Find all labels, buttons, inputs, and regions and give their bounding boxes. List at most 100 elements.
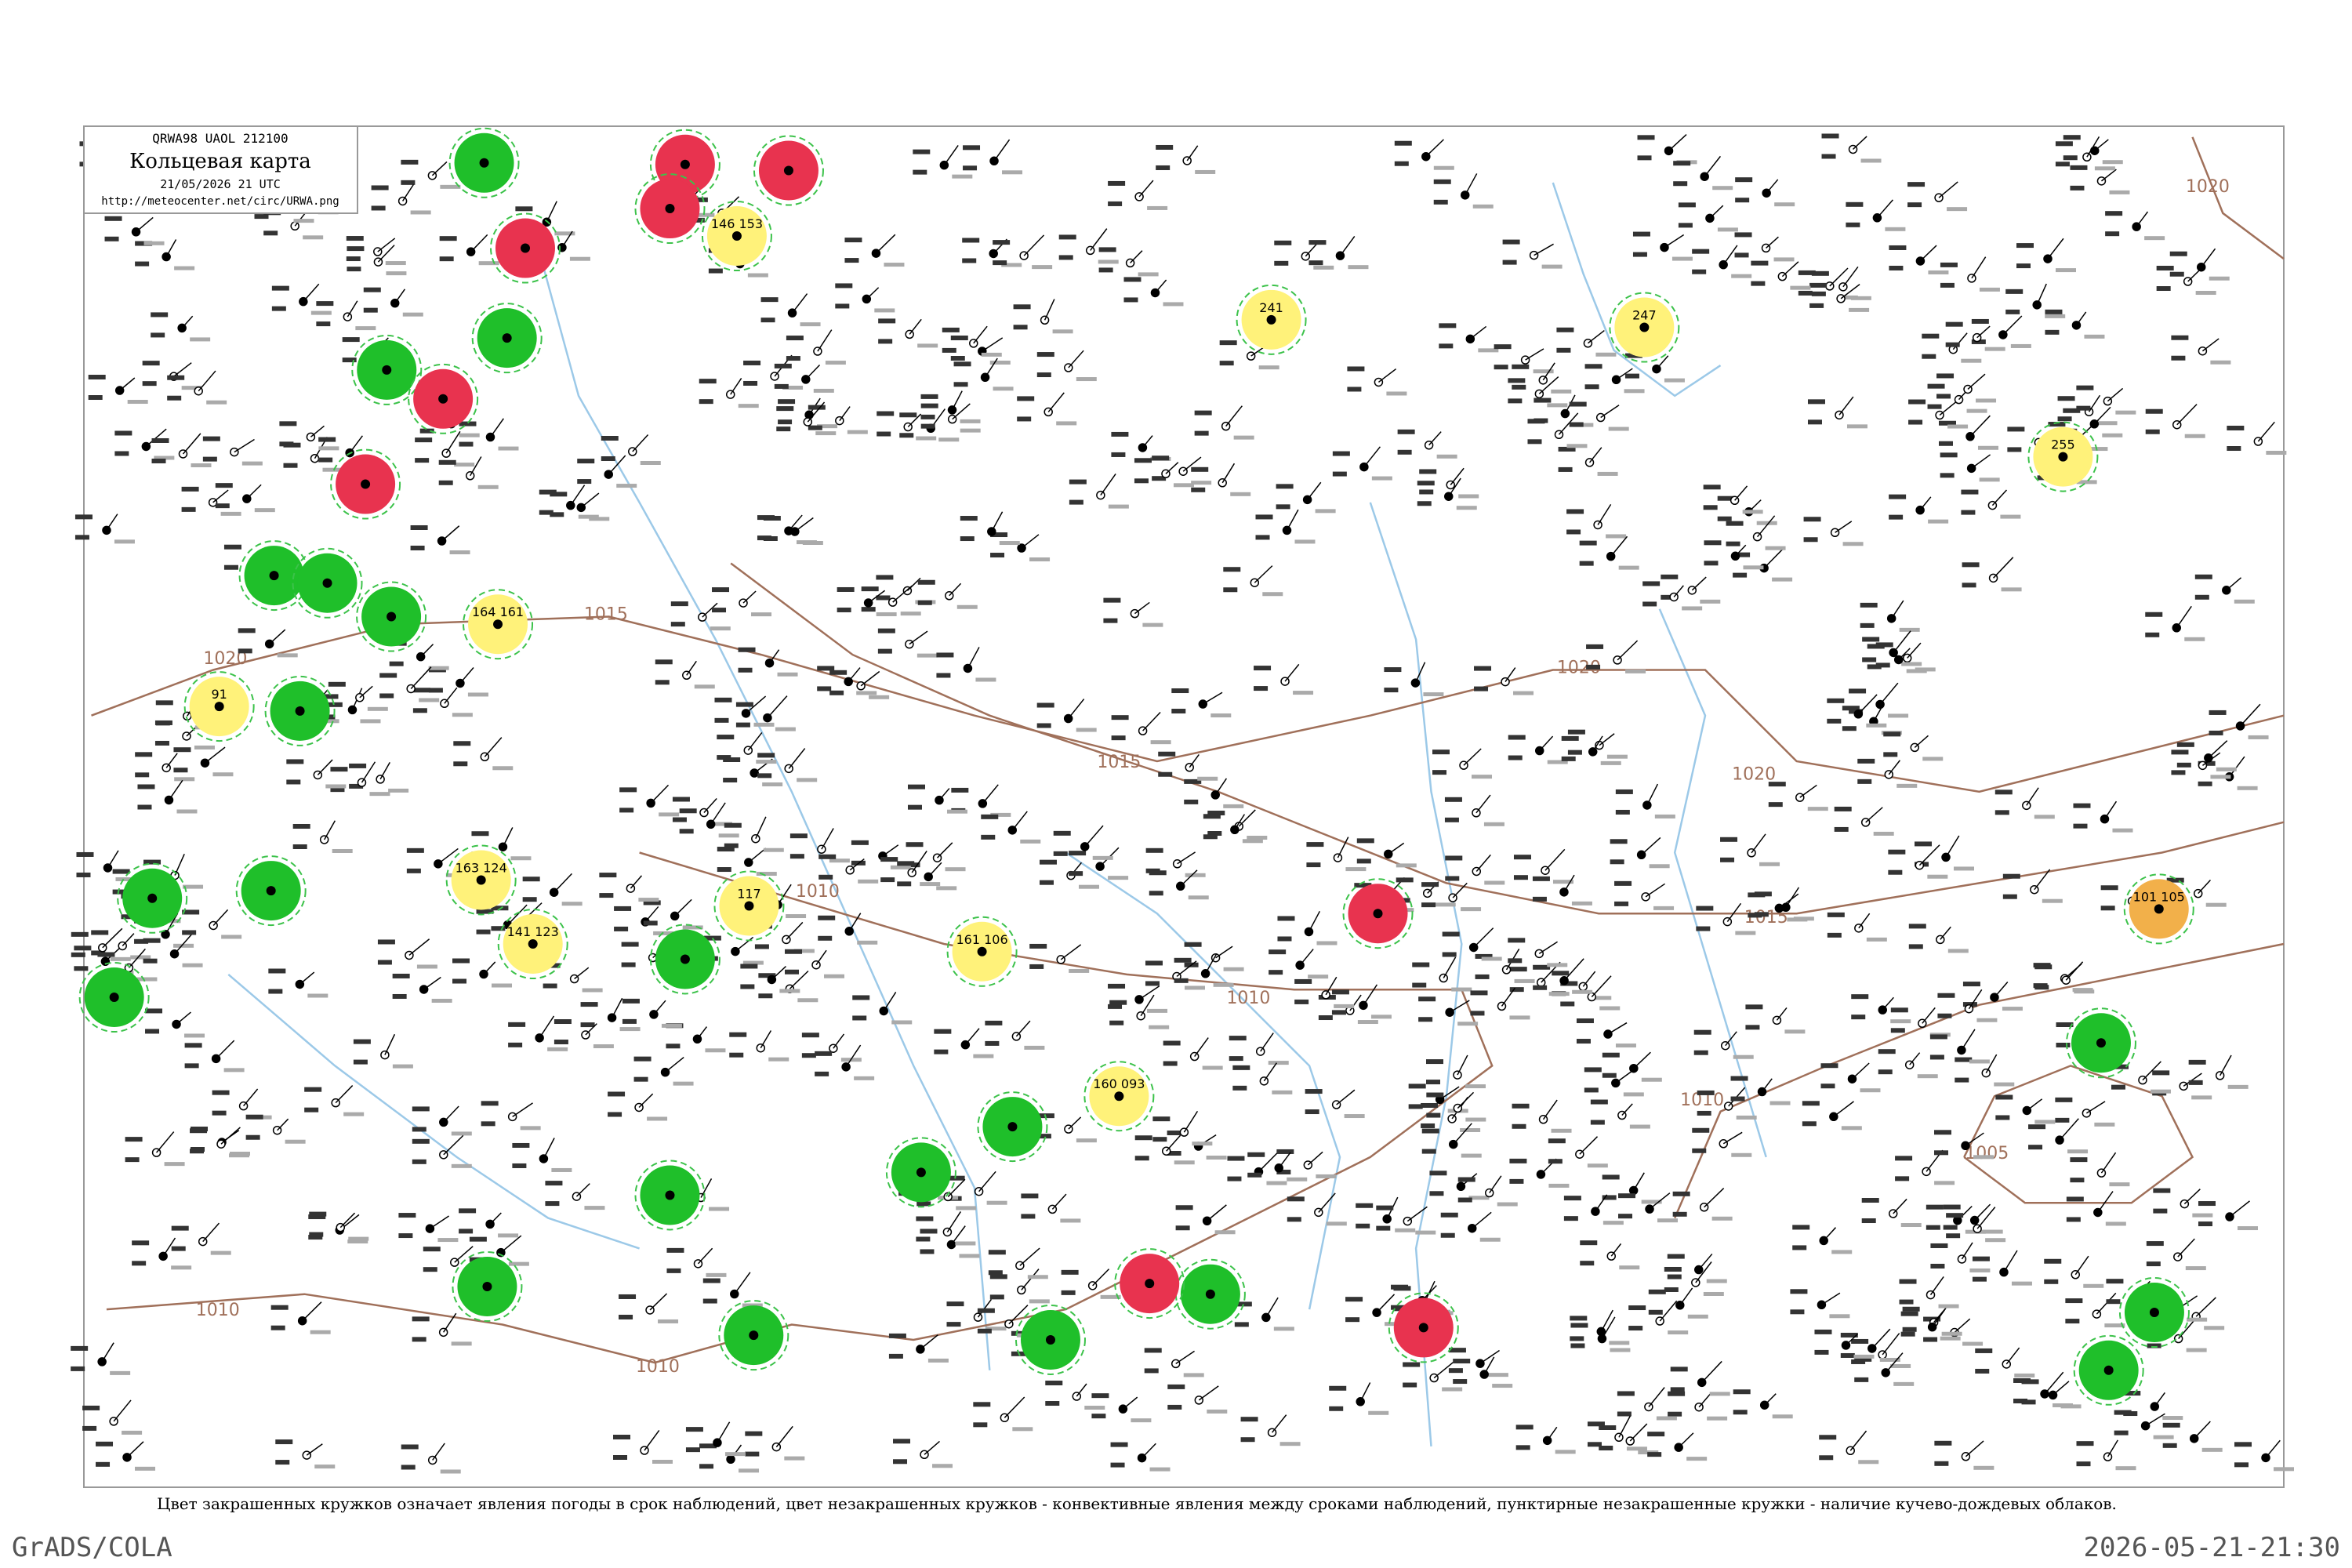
wind-barb — [952, 403, 971, 420]
wind-barb — [349, 435, 363, 454]
station-text — [171, 1246, 186, 1251]
wind-barb — [1449, 1000, 1470, 1013]
wind-barb — [833, 1033, 845, 1049]
wind-barb — [379, 761, 390, 780]
station-ring — [634, 1160, 706, 1231]
station-text — [1425, 1059, 1443, 1065]
wind-barb — [1865, 807, 1883, 823]
station-text — [1579, 561, 1594, 566]
wind-barb — [950, 1225, 966, 1245]
wind-barb — [107, 850, 119, 869]
wind-barb — [1725, 1031, 1737, 1047]
station-text — [577, 479, 592, 485]
wind-barb — [1325, 976, 1338, 996]
wind-barb — [1909, 1052, 1921, 1065]
wind-barb — [303, 283, 320, 303]
station-text — [742, 1303, 763, 1308]
station-text — [2171, 770, 2186, 775]
station-ring — [977, 1091, 1048, 1163]
station-text — [1853, 1354, 1875, 1359]
station-text — [763, 848, 784, 852]
station-text — [1617, 1391, 1635, 1396]
station-text — [477, 485, 499, 489]
station-text — [1972, 1256, 1990, 1261]
wind-barb — [394, 289, 406, 304]
station-text — [1465, 1117, 1486, 1122]
station-text — [989, 1294, 1004, 1300]
station-text — [1421, 1149, 1436, 1154]
station-ring — [885, 1137, 956, 1208]
station-text — [1922, 354, 1936, 359]
station-text — [1163, 1061, 1178, 1066]
station-text — [512, 1142, 530, 1148]
station-text — [215, 483, 233, 488]
station-text — [238, 628, 256, 633]
station-text — [1895, 1156, 1913, 1161]
station-text — [1936, 394, 1951, 399]
station-text — [1258, 365, 1279, 370]
station-text — [1219, 340, 1237, 346]
station-ring — [445, 844, 517, 916]
station-text — [151, 312, 169, 318]
station-text — [1707, 1416, 1728, 1421]
wind-barb — [202, 1222, 220, 1243]
station-text — [1227, 1176, 1242, 1181]
station-text — [1733, 1054, 1754, 1059]
station-text — [293, 219, 314, 223]
station-text — [1730, 1096, 1745, 1102]
station-dot — [680, 954, 690, 964]
station-text — [1792, 1225, 1810, 1230]
station-text — [1857, 758, 1875, 764]
station-text — [1103, 597, 1121, 603]
station-text — [1356, 1223, 1370, 1229]
station-dot — [502, 333, 512, 343]
station-text — [1269, 949, 1287, 955]
station-text — [1599, 1425, 1617, 1430]
station-text — [71, 931, 89, 937]
wind-barb — [1616, 368, 1633, 380]
wind-barb — [1764, 1393, 1777, 1406]
station-text — [1858, 1460, 1879, 1465]
station-text — [1532, 876, 1550, 881]
station-text — [808, 425, 822, 430]
station-text — [1861, 1218, 1876, 1224]
station-text — [837, 607, 851, 612]
station-text — [310, 310, 332, 315]
station-text — [1678, 223, 1693, 228]
station-text — [817, 686, 832, 691]
station-text — [1024, 1045, 1045, 1050]
wind-barb — [638, 1093, 654, 1109]
station-text — [817, 424, 838, 429]
station-label: 101 105 — [2133, 889, 2185, 904]
station-text — [2002, 894, 2017, 899]
station-text — [286, 759, 304, 764]
wind-barb — [512, 1102, 533, 1117]
wind-barb — [302, 1301, 322, 1322]
station-text — [797, 778, 818, 782]
wind-barb — [1068, 350, 1084, 368]
wind-barb — [1649, 1192, 1671, 1210]
wind-barb — [1475, 854, 1491, 872]
station-text — [1854, 1356, 1872, 1362]
station-text — [1667, 1274, 1682, 1279]
station-text — [1846, 222, 1860, 227]
station-text — [2209, 276, 2230, 281]
station-text — [190, 337, 211, 342]
wind-barb — [608, 455, 626, 475]
station-text — [1841, 1126, 1862, 1131]
station-text — [347, 246, 365, 252]
station-text — [135, 261, 150, 267]
station-text — [1704, 561, 1719, 566]
station-text — [988, 1270, 1003, 1276]
station-text — [1600, 760, 1621, 765]
station-text — [1994, 1082, 2015, 1087]
wind-barb — [198, 370, 216, 392]
station-text — [1002, 170, 1023, 175]
station-text — [134, 938, 149, 944]
wind-barb — [1698, 1253, 1713, 1271]
isobar — [730, 562, 2285, 915]
station-text — [897, 881, 912, 887]
station-text — [1174, 978, 1189, 983]
station-text — [154, 456, 175, 460]
station-text — [1294, 539, 1316, 544]
